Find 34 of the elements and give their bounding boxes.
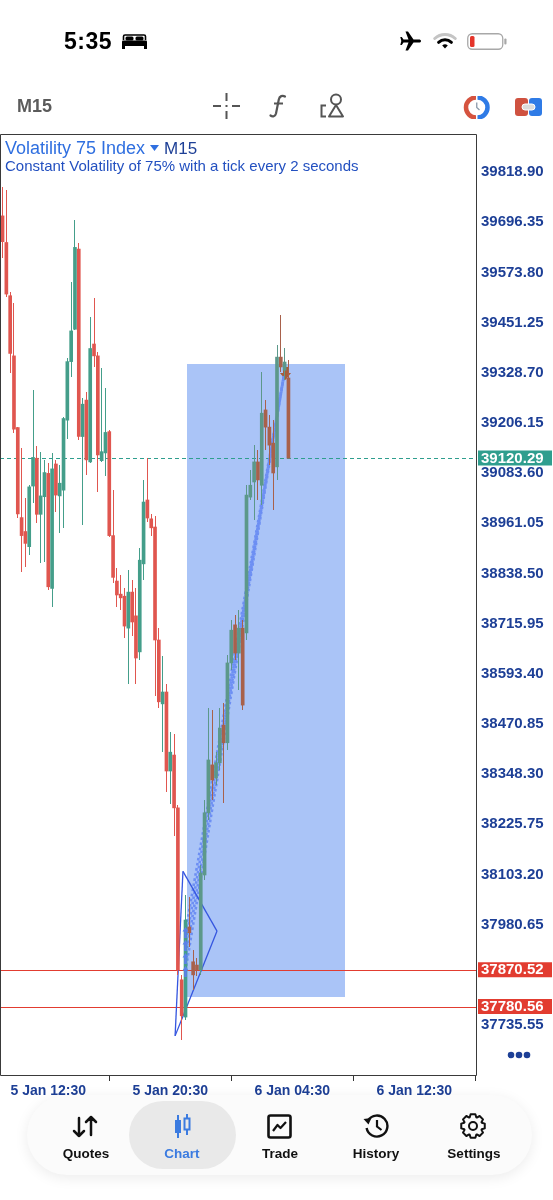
text: History — [352, 1146, 400, 1162]
text: Constant Volatility of 75% with a tick every 2 seconds — [5, 157, 359, 175]
y-tick-label: 37980.65 — [481, 914, 544, 932]
y-tick-label: 39083.60 — [481, 463, 544, 481]
x-tick-label: 5 Jan 20:30 — [132, 1082, 209, 1099]
x-tick-label: 6 Jan 04:30 — [254, 1082, 331, 1099]
y-tick-label: 38838.50 — [481, 563, 544, 581]
y-tick-label: 38348.30 — [481, 764, 544, 782]
y-tick-label: 39818.90 — [481, 162, 544, 180]
y-tick-label: 38961.05 — [481, 513, 544, 531]
y-tick-label: 38715.95 — [481, 613, 544, 631]
y-tick-label: 38470.85 — [481, 714, 544, 732]
text: Quotes — [62, 1146, 110, 1162]
y-tick-label: 39328.70 — [481, 362, 544, 380]
text: Settings — [447, 1146, 501, 1162]
text: 5:35 — [64, 28, 113, 55]
annotation: M15 — [164, 138, 198, 159]
text: Chart — [164, 1146, 200, 1162]
y-tick-label: 39696.35 — [481, 212, 544, 230]
chart-title: Volatility 75 Index — [5, 138, 146, 159]
text: M15 — [17, 96, 53, 117]
ref-line-label: 37870.52 — [481, 960, 544, 978]
y-tick-label: 39451.25 — [481, 312, 544, 330]
text: Trade — [261, 1146, 299, 1162]
y-tick-label: 38103.20 — [481, 864, 544, 882]
y-tick-label: 39573.80 — [481, 262, 544, 280]
x-tick-label: 5 Jan 12:30 — [10, 1082, 87, 1099]
ref-line-label: 37780.56 — [481, 997, 544, 1015]
y-tick-label: 39206.15 — [481, 413, 544, 431]
x-tick-label: 6 Jan 12:30 — [376, 1082, 453, 1099]
y-tick-label: 38593.40 — [481, 663, 544, 681]
y-tick-label: 37735.55 — [481, 1015, 544, 1033]
ref-line-label: 39120.29 — [481, 448, 544, 466]
y-tick-label: 38225.75 — [481, 814, 544, 832]
